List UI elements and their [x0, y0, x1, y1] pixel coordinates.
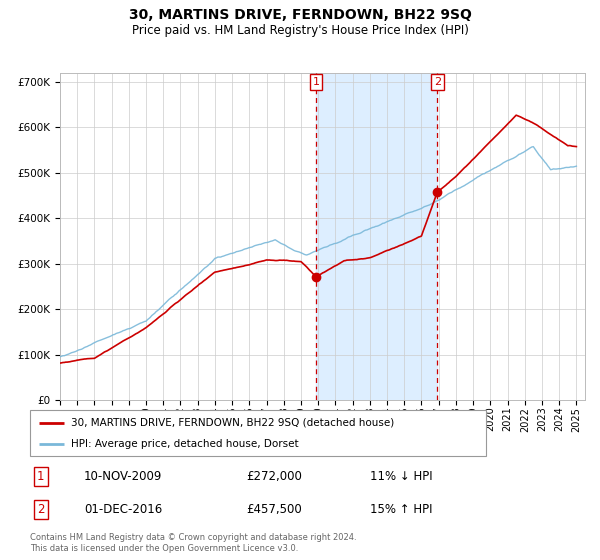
Text: 1: 1 [37, 470, 44, 483]
Text: £457,500: £457,500 [246, 503, 302, 516]
Text: HPI: Average price, detached house, Dorset: HPI: Average price, detached house, Dors… [71, 439, 299, 449]
Bar [316, 73, 437, 400]
Text: Price paid vs. HM Land Registry's House Price Index (HPI): Price paid vs. HM Land Registry's House … [131, 24, 469, 36]
Text: 2: 2 [37, 503, 44, 516]
Text: 30, MARTINS DRIVE, FERNDOWN, BH22 9SQ (detached house): 30, MARTINS DRIVE, FERNDOWN, BH22 9SQ (d… [71, 418, 394, 428]
Text: 11% ↓ HPI: 11% ↓ HPI [370, 470, 433, 483]
Text: 10-NOV-2009: 10-NOV-2009 [84, 470, 163, 483]
Text: This data is licensed under the Open Government Licence v3.0.: This data is licensed under the Open Gov… [30, 544, 298, 553]
Text: 30, MARTINS DRIVE, FERNDOWN, BH22 9SQ: 30, MARTINS DRIVE, FERNDOWN, BH22 9SQ [128, 8, 472, 22]
Text: 1: 1 [313, 77, 319, 87]
Text: 01-DEC-2016: 01-DEC-2016 [84, 503, 162, 516]
Text: 2: 2 [434, 77, 441, 87]
FancyBboxPatch shape [30, 410, 486, 456]
Text: £272,000: £272,000 [246, 470, 302, 483]
Text: 15% ↑ HPI: 15% ↑ HPI [370, 503, 433, 516]
Text: Contains HM Land Registry data © Crown copyright and database right 2024.: Contains HM Land Registry data © Crown c… [30, 533, 356, 542]
